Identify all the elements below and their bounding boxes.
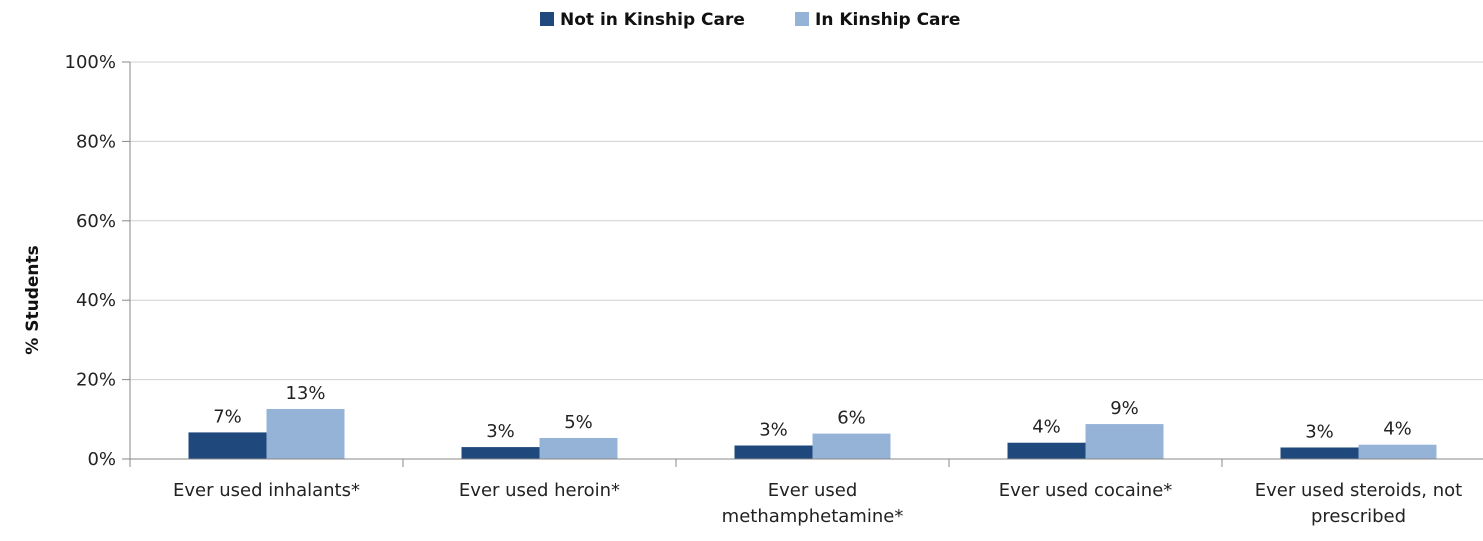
y-tick-label: 60% (76, 211, 116, 232)
data-label: 3% (1305, 421, 1334, 442)
y-axis-title: % Students (23, 245, 43, 354)
y-tick-label: 0% (87, 449, 116, 470)
bar (188, 432, 267, 459)
bar (1085, 424, 1164, 459)
gridlines (130, 61, 1483, 381)
data-label: 6% (837, 408, 866, 429)
legend: Not in Kinship Care In Kinship Care (540, 10, 960, 30)
category-label: Ever used steroids, not (1255, 480, 1462, 501)
category-label: Ever used cocaine* (999, 480, 1173, 501)
bar (266, 408, 345, 459)
data-label: 13% (285, 383, 325, 404)
legend-label: Not in Kinship Care (560, 10, 745, 30)
bar (1007, 442, 1086, 459)
category-label: Ever used (768, 480, 858, 501)
y-tick-label: 20% (76, 370, 116, 391)
data-label: 3% (759, 420, 788, 441)
y-tick-label: 40% (76, 290, 116, 311)
bar (812, 433, 891, 459)
legend-swatch (795, 12, 809, 26)
category-label: Ever used heroin* (459, 480, 620, 501)
category-label: methamphetamine* (722, 506, 904, 527)
data-label: 3% (486, 421, 515, 442)
category-label: Ever used inhalants* (173, 480, 360, 501)
axes (122, 61, 1483, 467)
data-label: 4% (1383, 419, 1412, 440)
data-label: 4% (1032, 417, 1061, 438)
bar (461, 447, 540, 459)
y-tick-label: 100% (65, 52, 116, 73)
category-label: prescribed (1311, 506, 1406, 527)
data-label: 7% (213, 406, 242, 427)
data-label: 5% (564, 412, 593, 433)
bar (1280, 447, 1359, 459)
legend-label: In Kinship Care (815, 10, 960, 30)
bar (539, 437, 618, 459)
y-tick-label: 80% (76, 131, 116, 152)
bar (1358, 444, 1437, 459)
bars (188, 408, 1437, 459)
bar (734, 445, 813, 459)
labels: 0% 20% 40% 60% 80% 100% 7% 13% Ever used inhalan… (65, 52, 1463, 527)
data-label: 9% (1110, 398, 1139, 419)
legend-swatch (540, 12, 554, 26)
